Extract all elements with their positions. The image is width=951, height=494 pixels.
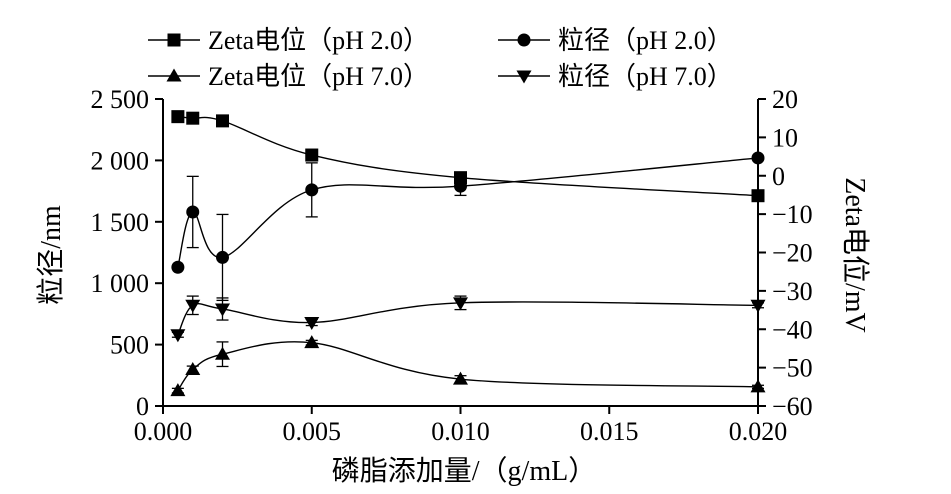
x-tick-label: 0.010	[431, 417, 490, 446]
y2-tick-label: −40	[772, 315, 813, 344]
legend-label: Zeta电位（pH 2.0）	[208, 26, 429, 55]
data-point-series-4	[750, 299, 766, 313]
data-point-series-3	[170, 383, 186, 397]
x-tick-label: 0.015	[580, 417, 639, 446]
legend-marker	[166, 68, 182, 82]
data-point-series-4	[453, 297, 468, 311]
plot-frame	[162, 99, 759, 407]
y2-tick-label: −20	[772, 239, 813, 268]
error-bars	[171, 162, 764, 394]
data-point-series-2	[305, 183, 319, 197]
data-point-series-2	[171, 260, 185, 274]
data-point-series-2	[186, 205, 200, 219]
data-point-series-1	[305, 148, 319, 162]
data-point-series-3	[750, 379, 766, 393]
legend-label: 粒径（pH 7.0）	[558, 62, 733, 91]
data-point-series-4	[185, 299, 201, 313]
legend-label: 粒径（pH 2.0）	[558, 26, 733, 55]
series-line-3	[177, 341, 759, 392]
data-point-series-1	[171, 110, 185, 124]
legend: Zeta电位（pH 2.0） 粒径（pH 2.0） Zeta电位（pH 7.0） 粒径…	[148, 26, 733, 91]
axis-ticks: 0.000 0.005 0.010 0.015 0.020 0 500 1 000 1 500 2…	[91, 85, 813, 446]
y2-tick-label: −10	[772, 200, 813, 229]
y-tick-label: 1 000	[91, 269, 150, 298]
y-tick-label: 1 500	[91, 208, 150, 237]
y2-axis-label: Zeta电位/mV	[839, 177, 871, 333]
y-tick-label: 2 500	[91, 85, 150, 114]
data-point-series-2	[216, 250, 229, 264]
y2-tick-label: 20	[772, 85, 798, 114]
data-point-series-3	[304, 335, 320, 349]
series-line-2	[177, 157, 759, 268]
data-point-series-3	[215, 346, 230, 360]
x-tick-label: 0.000	[134, 417, 193, 446]
data-point-series-2	[751, 151, 765, 165]
data-point-series-3	[185, 362, 201, 376]
data-point-series-4	[215, 303, 230, 317]
y2-tick-label: −60	[772, 392, 813, 421]
x-tick-label: 0.005	[283, 417, 342, 446]
x-axis-label: 磷脂添加量/（g/mL）	[332, 455, 596, 487]
legend-marker	[517, 33, 531, 47]
series-line-1	[177, 115, 759, 197]
legend-marker	[167, 33, 181, 47]
data-point-series-4	[304, 316, 320, 330]
data-point-series-1	[216, 114, 229, 128]
series-curves	[177, 115, 759, 392]
x-tick-label: 0.020	[729, 417, 788, 446]
y-tick-label: 500	[110, 331, 149, 360]
y2-tick-label: 0	[772, 162, 785, 191]
y2-tick-label: −30	[772, 277, 813, 306]
series-line-4	[177, 301, 759, 336]
data-point-series-4	[170, 329, 186, 343]
data-point-series-2	[454, 179, 467, 193]
y2-tick-label: 10	[772, 123, 798, 152]
y-tick-label: 2 000	[91, 146, 150, 175]
legend-label: Zeta电位（pH 7.0）	[208, 62, 429, 91]
y-axis-label: 粒径/nm	[35, 205, 67, 305]
y2-tick-label: −50	[772, 354, 813, 383]
y-tick-label: 0	[136, 392, 149, 421]
data-point-series-3	[453, 371, 468, 385]
data-point-series-1	[751, 189, 765, 203]
series-markers	[170, 110, 766, 397]
legend-marker	[516, 70, 532, 84]
data-point-series-1	[186, 111, 200, 125]
